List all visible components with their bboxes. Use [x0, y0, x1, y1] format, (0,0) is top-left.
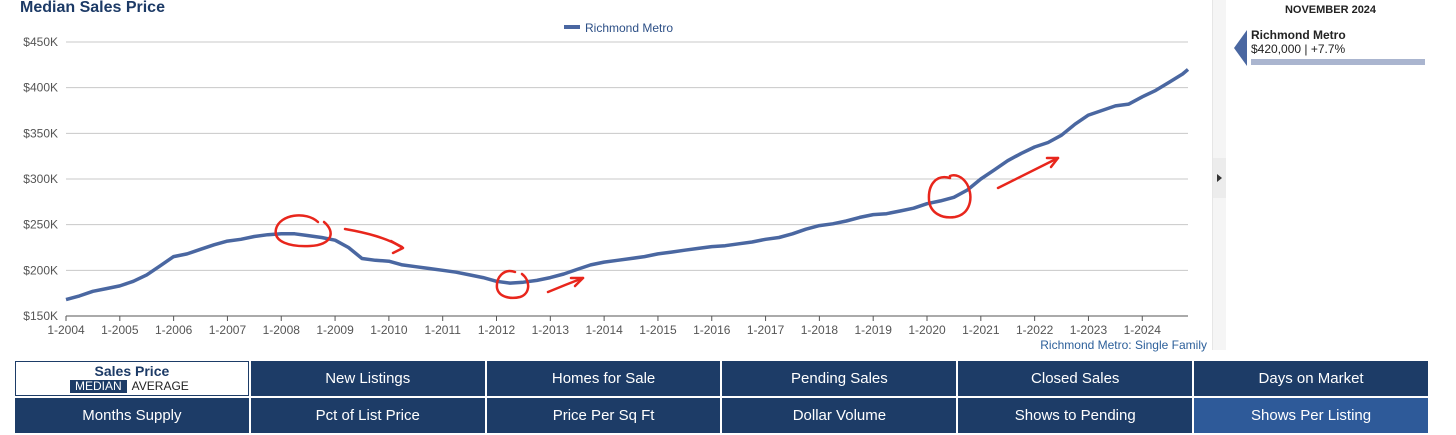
x-tick-label: 1-2009 — [316, 323, 354, 337]
x-tick-label: 1-2022 — [1016, 323, 1054, 337]
y-axis-ticks: $150K $200K $250K $300K $350K $400K $450K — [23, 35, 58, 323]
metric-shows-per-listing[interactable]: Shows Per Listing — [1194, 398, 1428, 433]
annotation-arrow-head — [389, 239, 405, 255]
y-tick-label: $200K — [23, 263, 58, 277]
annotations — [274, 156, 1060, 300]
panel-divider — [1212, 0, 1213, 350]
x-tick-label: 1-2012 — [478, 323, 516, 337]
y-tick-label: $400K — [23, 81, 58, 95]
expand-panel-button[interactable] — [1213, 158, 1226, 198]
series-line-richmond-metro — [65, 68, 1190, 302]
x-tick-label: 1-2014 — [585, 323, 623, 337]
side-value: $420,000 | +7.7% — [1251, 42, 1346, 56]
line-chart: $150K $200K $250K $300K $350K $400K $450K 1-20… — [23, 21, 1207, 352]
metric-new-listings[interactable]: New Listings — [250, 361, 485, 396]
metric-sales-price-label: Sales Price — [94, 363, 170, 379]
metric-sales-price: Sales Price MEDIAN AVERAGE — [15, 361, 249, 396]
x-tick-label: 1-2007 — [209, 323, 247, 337]
legend-swatch — [564, 25, 580, 29]
side-month: NOVEMBER 2024 — [1284, 4, 1377, 16]
annotation-circle — [495, 269, 530, 300]
annotation-arrow-head — [569, 276, 585, 288]
side-value-bar — [1251, 59, 1425, 65]
annotation-arrow — [996, 156, 1060, 190]
metric-months-supply[interactable]: Months Supply — [15, 398, 249, 433]
metric-pending-sales[interactable]: Pending Sales — [722, 361, 957, 396]
x-tick-label: 1-2004 — [47, 323, 85, 337]
metric-closed-sales[interactable]: Closed Sales — [958, 361, 1193, 396]
pointer-triangle-icon — [1234, 30, 1247, 66]
x-tick-label: 1-2019 — [855, 323, 893, 337]
median-toggle[interactable]: MEDIAN — [70, 380, 127, 393]
x-tick-label: 1-2024 — [1124, 323, 1162, 337]
y-tick-label: $450K — [23, 35, 58, 49]
median-average-toggle: MEDIAN AVERAGE — [70, 380, 194, 393]
source-note: Richmond Metro: Single Family — [1040, 338, 1207, 352]
x-tick-label: 1-2013 — [532, 323, 570, 337]
x-tick-label: 1-2023 — [1070, 323, 1108, 337]
legend-label: Richmond Metro — [585, 21, 673, 35]
x-tick-label: 1-2006 — [155, 323, 193, 337]
x-tick-label: 1-2008 — [263, 323, 301, 337]
y-tick-label: $300K — [23, 172, 58, 186]
y-tick-label: $150K — [23, 309, 58, 323]
x-tick-label: 1-2011 — [424, 323, 461, 337]
metric-selector: Sales Price MEDIAN AVERAGE New Listings … — [15, 361, 1428, 433]
x-tick-label: 1-2010 — [370, 323, 408, 337]
x-tick-label: 1-2015 — [639, 323, 677, 337]
y-tick-label: $350K — [23, 126, 58, 140]
annotation-circle — [274, 214, 332, 248]
metric-price-per-sq-ft[interactable]: Price Per Sq Ft — [486, 398, 721, 433]
average-toggle[interactable]: AVERAGE — [131, 379, 189, 393]
metric-pct-of-list-price[interactable]: Pct of List Price — [250, 398, 485, 433]
side-panel: NOVEMBER 2024 Richmond Metro $420,000 | … — [1228, 0, 1456, 350]
y-tick-label: $250K — [23, 218, 58, 232]
x-tick-label: 1-2020 — [908, 323, 946, 337]
annotation-circle — [927, 174, 972, 219]
x-tick-label: 1-2018 — [801, 323, 839, 337]
series-lines — [65, 68, 1190, 302]
page-title: Median Sales Price — [20, 0, 165, 16]
x-tick-label: 1-2016 — [693, 323, 731, 337]
side-region: Richmond Metro — [1251, 28, 1346, 42]
metric-days-on-market[interactable]: Days on Market — [1194, 361, 1428, 396]
x-tick-label: 1-2021 — [962, 323, 1000, 337]
x-tick-label: 1-2017 — [747, 323, 785, 337]
annotation-arrow-head — [1045, 156, 1060, 169]
annotation-arrow — [343, 227, 404, 249]
metric-homes-for-sale[interactable]: Homes for Sale — [486, 361, 721, 396]
legend: Richmond Metro — [564, 21, 673, 35]
metric-dollar-volume[interactable]: Dollar Volume — [722, 398, 957, 433]
gridlines — [66, 41, 1188, 317]
x-axis: 1-2004 1-2005 1-2006 1-2007 1-2008 1-2009 1-20… — [47, 316, 1161, 337]
x-tick-label: 1-2005 — [101, 323, 139, 337]
chevron-right-icon — [1217, 174, 1222, 182]
metric-shows-to-pending[interactable]: Shows to Pending — [958, 398, 1193, 433]
